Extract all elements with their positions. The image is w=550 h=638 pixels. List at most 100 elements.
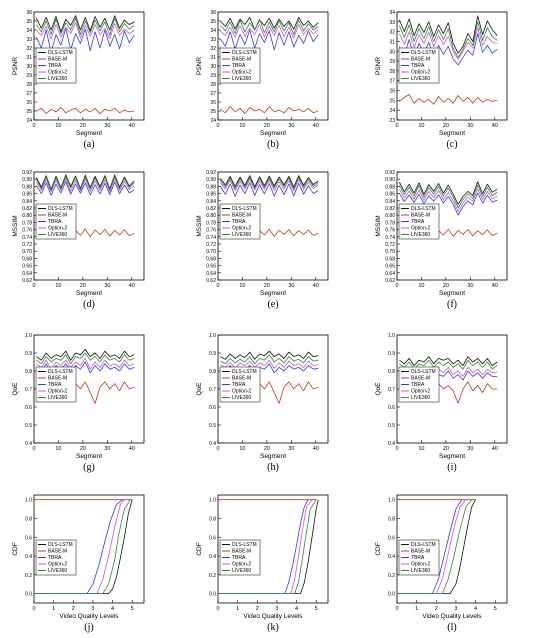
x-tick-label: 20 <box>264 446 270 452</box>
y-tick-label: 0.82 <box>206 206 216 212</box>
series-line-option-2 <box>36 178 135 193</box>
legend-label: BASE-M <box>232 57 251 63</box>
series-line-dls-lstm <box>397 499 476 594</box>
y-tick-label: 0.6 <box>25 535 32 541</box>
y-tick-label: 0.9 <box>388 351 395 357</box>
y-tick-label: 27 <box>389 79 395 85</box>
series-line-live360 <box>34 499 131 594</box>
chart-panel: 0.4 0.5 0.6 0.7 0.8 0.9 1.0 0 10 20 30 40 Segment QoE… <box>12 333 145 473</box>
plot-frame <box>396 171 508 281</box>
panel-caption: (g) <box>83 462 95 473</box>
x-tick-label: 3 <box>275 606 278 612</box>
y-tick-label: 0.9 <box>209 351 216 357</box>
y-tick-label: 0.72 <box>206 242 216 248</box>
y-tick-label: 28 <box>210 82 216 88</box>
legend-label: TBRA <box>232 555 246 561</box>
legend-label: BASE-M <box>232 549 251 555</box>
x-tick-label: 20 <box>264 283 270 289</box>
y-tick-label: 29 <box>389 59 395 65</box>
series-line-tbra <box>36 27 135 53</box>
y-tick-label: 0.90 <box>206 177 216 183</box>
y-tick-label: 0.0 <box>25 592 32 598</box>
y-tick-label: 0.66 <box>206 264 216 270</box>
y-tick-label: 26 <box>210 100 216 106</box>
legend-label: Option-2 <box>48 389 67 395</box>
y-tick-label: 27 <box>26 91 32 97</box>
y-tick-label: 0.92 <box>22 170 32 176</box>
x-tick-label: 20 <box>264 123 270 129</box>
legend-label: DLS-LSTM <box>232 369 257 375</box>
legend-label: DLS-LSTM <box>48 206 73 212</box>
x-axis-label: Segment <box>439 290 465 297</box>
legend-label: Option-2 <box>411 70 430 76</box>
x-tick-label: 10 <box>55 123 61 129</box>
x-tick-label: 4 <box>111 606 114 612</box>
series-line-live360 <box>399 21 498 58</box>
y-tick-label: 0.86 <box>206 192 216 198</box>
x-tick-label: 30 <box>467 446 473 452</box>
y-axis-label: CDF <box>375 542 382 555</box>
legend-label: LIVE360 <box>48 76 67 82</box>
series-line-option-2 <box>36 22 135 40</box>
x-tick-label: 20 <box>80 283 86 289</box>
legend-label: BASE-M <box>411 57 430 63</box>
y-tick-label: 0.84 <box>22 199 32 205</box>
y-tick-label: 0.70 <box>22 249 32 255</box>
series-line-dls-lstm <box>36 174 135 190</box>
legend-label: DLS-LSTM <box>48 542 73 548</box>
y-tick-label: 0.70 <box>206 249 216 255</box>
y-tick-label: 0.80 <box>385 213 395 219</box>
panel-caption: (d) <box>83 299 95 310</box>
panel-caption: (b) <box>267 139 279 150</box>
x-axis-label: Segment <box>260 453 286 460</box>
x-axis-label: Segment <box>76 130 102 137</box>
x-tick-label: 2 <box>435 606 438 612</box>
y-tick-label: 0.6 <box>209 535 216 541</box>
y-tick-label: 23 <box>389 118 395 124</box>
legend-label: LIVE360 <box>232 395 251 401</box>
legend-label: Option-2 <box>232 562 251 568</box>
legend-label: DLS-LSTM <box>411 369 436 375</box>
legend-label: TBRA <box>232 63 246 69</box>
x-tick-label: 40 <box>492 283 498 289</box>
plot-frame <box>33 171 145 281</box>
y-tick-label: 0.7 <box>388 387 395 393</box>
legend-label: BASE-M <box>411 549 430 555</box>
y-tick-label: 0.86 <box>22 192 32 198</box>
x-tick-label: 30 <box>288 446 294 452</box>
legend-label: Option-2 <box>48 226 67 232</box>
y-axis-label: QoE <box>12 382 19 396</box>
y-tick-label: 0.9 <box>25 351 32 357</box>
x-tick-label: 0 <box>216 123 219 129</box>
x-tick-label: 30 <box>288 123 294 129</box>
y-axis-label: QoE <box>375 382 382 396</box>
y-tick-label: 0.88 <box>22 184 32 190</box>
legend-label: Option-2 <box>48 562 67 568</box>
y-tick-label: 0.0 <box>209 592 216 598</box>
x-tick-label: 0 <box>216 606 219 612</box>
y-tick-label: 0.66 <box>22 264 32 270</box>
legend-label: LIVE360 <box>232 76 251 82</box>
y-tick-label: 33 <box>210 37 216 43</box>
series-line-dls-lstm <box>36 15 135 33</box>
series-line-live360 <box>397 499 472 594</box>
y-tick-label: 0.78 <box>385 220 395 226</box>
x-tick-label: 40 <box>313 446 319 452</box>
y-tick-label: 0.82 <box>385 206 395 212</box>
x-axis-label: Segment <box>76 290 102 297</box>
series-line-dls-lstm <box>399 15 498 54</box>
y-tick-label: 36 <box>26 10 32 16</box>
legend-label: LIVE360 <box>232 232 251 238</box>
chart-panel: 0.4 0.5 0.6 0.7 0.8 0.9 1.0 0 10 20 30 40 Segment QoE… <box>375 333 508 473</box>
chart-panel: 24 25 26 27 28 29 30 31 32 33 34 35 36 0 10 20 30 40 Segme… <box>196 10 329 150</box>
y-tick-label: 0.62 <box>22 278 32 284</box>
y-tick-label: 24 <box>210 118 216 124</box>
legend-label: TBRA <box>411 382 425 388</box>
y-axis-label: CDF <box>196 542 203 555</box>
series-line-dls-lstm <box>399 356 498 367</box>
y-tick-label: 0.8 <box>209 369 216 375</box>
y-tick-label: 0.6 <box>388 535 395 541</box>
series-line-dls-lstm <box>36 348 135 361</box>
y-axis-label: PSNR <box>196 57 203 75</box>
